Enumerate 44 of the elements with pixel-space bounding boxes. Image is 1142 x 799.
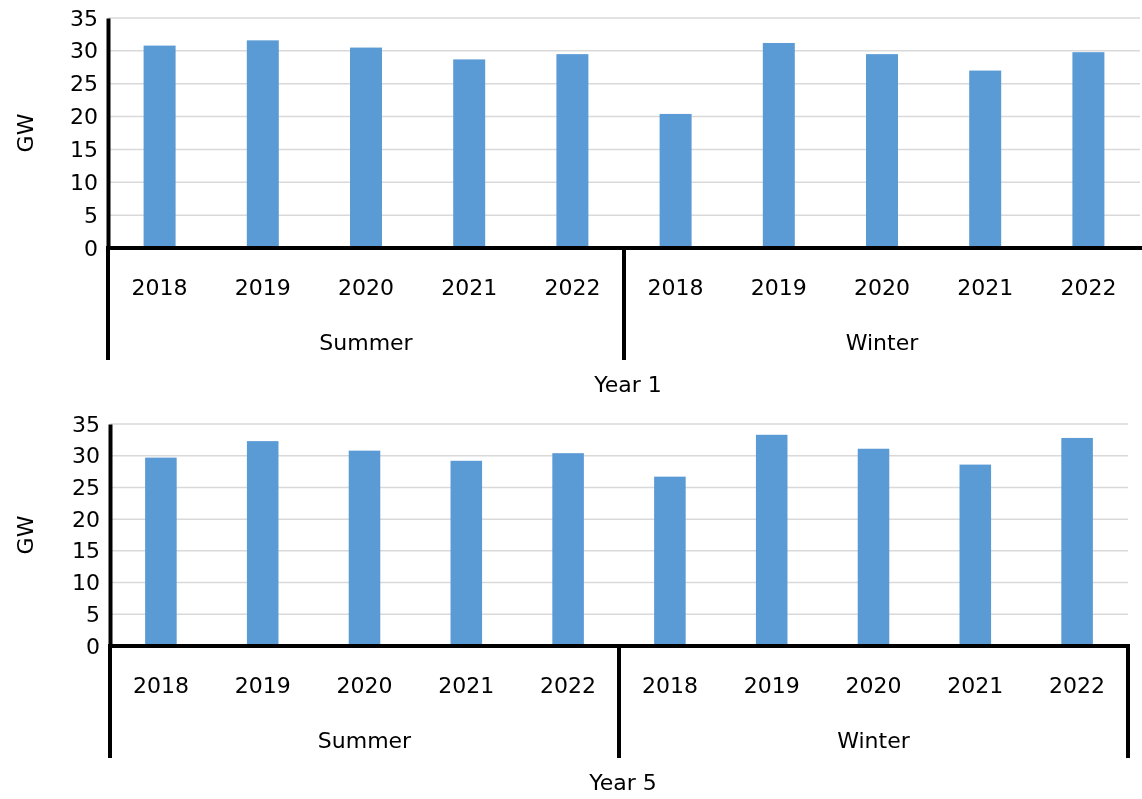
y-tick-label: 20 (70, 104, 98, 130)
x-tick-label: 2018 (647, 275, 704, 300)
text: Winter (837, 728, 911, 753)
x-tick-label: 2020 (845, 673, 902, 698)
y-tick-label: 30 (70, 38, 98, 64)
x-tick-label: 2022 (1049, 673, 1106, 698)
x-tick-label: 2022 (540, 673, 597, 698)
x-tick-label: 2019 (234, 673, 291, 698)
x-tick-label: 2020 (338, 275, 394, 300)
x-tick-label: 2019 (743, 673, 800, 698)
x-tick-label: 2018 (132, 673, 189, 698)
y-tick-label: 5 (86, 601, 100, 627)
x-tick-label: 2022 (544, 275, 601, 300)
y-axis-title: GW (13, 515, 38, 555)
y-tick-label: 0 (86, 633, 100, 659)
x-tick-label: 2019 (234, 275, 291, 300)
x-tick-label: 2021 (438, 673, 495, 698)
y-tick-label: 35 (70, 5, 98, 31)
y-axis-title: GW (13, 113, 38, 153)
y-tick-label: 0 (84, 235, 98, 261)
x-tick-label: 2018 (131, 275, 188, 300)
text: Winter (845, 330, 920, 355)
y-tick-label: 10 (72, 570, 100, 596)
x-tick-label: 2021 (441, 275, 498, 300)
y-tick-label: 10 (70, 169, 98, 195)
y-tick-label: 20 (72, 506, 100, 532)
text: Summer (319, 330, 414, 355)
x-tick-label: 2021 (947, 673, 1004, 698)
x-tick-label: 2021 (957, 275, 1014, 300)
x-tick-label: 2018 (641, 673, 698, 698)
y-tick-label: 5 (84, 202, 98, 228)
x-tick-label: 2020 (854, 275, 910, 300)
y-tick-label: 35 (72, 411, 100, 437)
y-tick-label: 25 (70, 71, 98, 97)
x-tick-label: 2019 (750, 275, 807, 300)
y-tick-label: 15 (72, 538, 100, 564)
y-tick-label: 30 (72, 443, 100, 469)
y-tick-label: 15 (70, 136, 98, 162)
x-tick-label: 2020 (336, 673, 393, 698)
x-axis-title: Year 5 (588, 770, 657, 795)
y-tick-label: 25 (72, 474, 100, 500)
x-tick-label: 2022 (1060, 275, 1117, 300)
text: Summer (317, 728, 413, 753)
x-axis-title: Year 1 (593, 372, 662, 397)
